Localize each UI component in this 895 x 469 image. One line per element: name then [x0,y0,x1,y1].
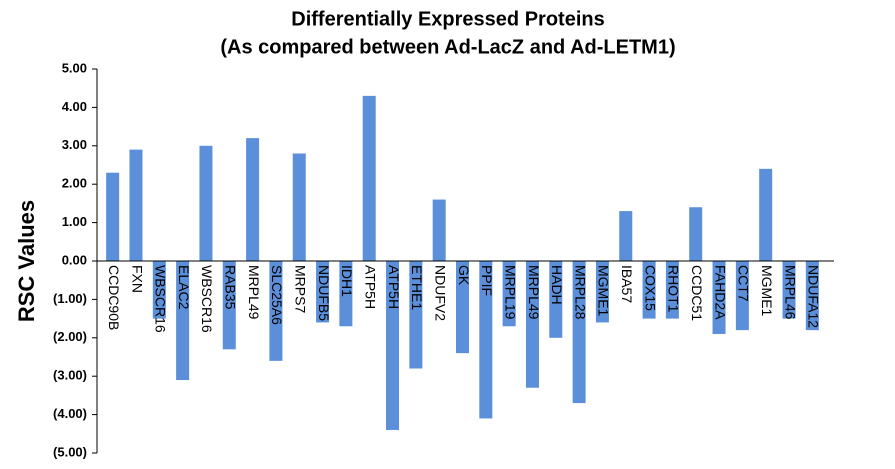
x-tick-label: CCDC90B [106,265,122,330]
y-tick-label: (5.00) [53,444,87,459]
x-tick-label: SLC25A6 [269,265,285,325]
y-tick-label: (1.00) [53,291,87,306]
bar [759,168,773,261]
bar [152,261,166,319]
x-tick-label: MRPS7 [293,265,309,313]
bar [409,261,423,369]
y-tick-label: 0.00 [62,252,87,267]
x-tick-label: WBSCR16 [199,265,215,333]
y-tick-label: 2.00 [62,176,87,191]
bar [432,199,446,261]
bar [595,261,609,323]
x-tick-label: PPIF [479,265,495,296]
bar [106,172,120,261]
bar [735,261,749,331]
x-tick-label: MGME1 [596,265,612,317]
bar [549,261,563,338]
y-tick-label: (3.00) [53,368,87,383]
y-tick-label: (2.00) [53,329,87,344]
x-tick-label: ATP5H [386,265,402,309]
x-tick-label: CCT7 [736,265,752,302]
x-tick-label: MRPL46 [782,265,798,320]
bar [316,261,330,323]
x-tick-label: NDUFV2 [432,265,448,321]
x-tick-label: CCDC51 [689,265,705,321]
y-tick-label: 5.00 [62,60,87,75]
x-tick-label: ATP5H [363,265,379,309]
bar [362,95,376,261]
x-tick-label: WBSCR16 [153,265,169,333]
y-tick-label: 3.00 [62,137,87,152]
bar [479,261,493,419]
bar [782,261,796,319]
x-tick-label: COX15 [642,265,658,311]
bar [292,153,306,261]
x-tick-label: IBA57 [619,265,635,303]
x-tick-label: MRPL49 [526,265,542,320]
bar [665,261,679,319]
x-tick-label: IDH1 [339,265,355,297]
bar [222,261,236,350]
chart-title: Differentially Expressed Proteins [291,8,604,30]
bar [456,261,469,354]
bar [619,211,633,261]
bar [805,261,819,331]
y-tick-label: 1.00 [62,214,87,229]
x-tick-label: MRPL28 [572,265,588,320]
y-tick-label: 4.00 [62,99,87,114]
x-tick-label: FAHD2A [712,265,728,320]
x-tick-label: ELAC2 [176,265,192,310]
bar [502,261,516,327]
bar [572,261,586,404]
bar [525,261,539,388]
bar [339,261,353,327]
bar [176,261,190,381]
x-tick-label: RHOT1 [666,265,682,313]
bar [712,261,726,334]
bar [129,149,143,261]
y-tick-label: (4.00) [53,406,87,421]
chart-subtitle: (As compared between Ad-LacZ and Ad-LETM… [220,36,675,58]
x-tick-label: FXN [129,265,145,293]
bar [269,261,283,361]
bar [689,207,703,261]
bar [642,261,656,319]
x-tick-label: NDUFA12 [806,265,822,328]
x-tick-label: MRPL19 [502,265,518,320]
x-tick-label: NDUFB5 [316,265,332,321]
x-tick-label: HADH [549,265,565,305]
x-tick-label: MGME1 [759,265,775,317]
y-axis-label: RSC Values [14,200,39,322]
x-tick-label: GK [456,265,472,286]
x-tick-label: ETHE1 [409,265,425,310]
x-tick-label: RAB35 [223,265,239,310]
bar [386,261,400,430]
x-tick-label: MRPL49 [246,265,262,320]
bar [246,138,260,261]
bar [199,145,213,261]
